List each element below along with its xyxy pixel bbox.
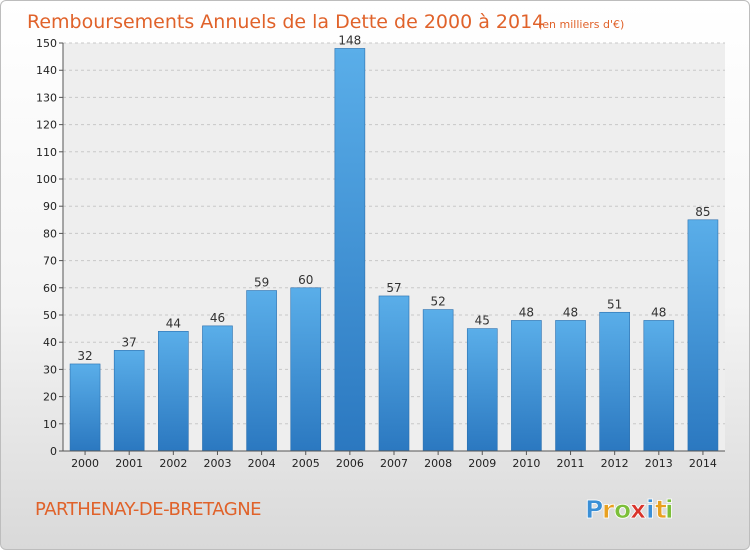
bar-2006 <box>334 48 366 452</box>
x-tick-label: 2011 <box>557 457 585 470</box>
value-label: 32 <box>77 349 92 363</box>
bar-2009 <box>466 328 498 452</box>
y-tick-label: 100 <box>36 173 57 186</box>
y-tick-label: 120 <box>36 119 57 132</box>
y-tick-label: 40 <box>43 336 57 349</box>
bar-2007 <box>378 295 410 452</box>
logo-letter: r <box>602 495 615 524</box>
bar-2005 <box>290 287 322 452</box>
y-tick-label: 30 <box>43 363 57 376</box>
value-label: 60 <box>298 273 313 287</box>
value-label: 85 <box>695 205 710 219</box>
y-tick-label: 140 <box>36 64 57 77</box>
x-tick-label: 2009 <box>468 457 496 470</box>
x-tick-label: 2007 <box>380 457 408 470</box>
proxiti-logo: Pr ox i ti <box>585 495 674 525</box>
bar-2003 <box>202 325 233 452</box>
y-tick-label: 80 <box>43 227 57 240</box>
logo-letter: t <box>655 495 667 524</box>
value-label: 51 <box>607 297 622 311</box>
logo-letter: i <box>646 495 655 524</box>
logo-letter: i <box>665 495 674 524</box>
value-label: 148 <box>338 33 361 47</box>
y-tick-label: 150 <box>36 37 57 50</box>
bars <box>69 48 719 452</box>
value-label: 57 <box>386 281 401 295</box>
value-label: 45 <box>475 314 490 328</box>
x-tick-label: 2000 <box>71 457 99 470</box>
value-label: 46 <box>210 311 225 325</box>
y-tick-label: 10 <box>43 418 57 431</box>
bar-2010 <box>511 320 542 452</box>
bar-2001 <box>113 350 145 452</box>
bar-2011 <box>555 320 586 452</box>
bar-2008 <box>422 309 454 452</box>
town-name: PARTHENAY-DE-BRETAGNE <box>35 499 261 520</box>
bar-2012 <box>599 311 630 452</box>
x-tick-label: 2005 <box>292 457 320 470</box>
value-label: 52 <box>430 295 445 309</box>
x-tick-label: 2012 <box>601 457 629 470</box>
x-tick-label: 2002 <box>159 457 187 470</box>
logo-letter: o <box>614 495 631 524</box>
value-label: 48 <box>651 305 666 319</box>
value-label: 59 <box>254 276 269 290</box>
y-tick-label: 70 <box>43 255 57 268</box>
y-tick-label: 20 <box>43 391 57 404</box>
x-tick-label: 2014 <box>689 457 717 470</box>
logo-letter: x <box>630 495 646 524</box>
value-label: 44 <box>166 316 181 330</box>
y-tick-label: 90 <box>43 200 57 213</box>
bar-2002 <box>158 331 189 452</box>
x-tick-label: 2010 <box>512 457 540 470</box>
x-tick-label: 2004 <box>248 457 276 470</box>
y-tick-label: 60 <box>43 282 57 295</box>
y-tick-label: 0 <box>50 445 57 458</box>
x-tick-label: 2006 <box>336 457 364 470</box>
value-label: 48 <box>563 305 578 319</box>
chart-title: Remboursements Annuels de la Dette de 20… <box>27 11 544 33</box>
value-label: 37 <box>122 335 137 349</box>
y-tick-label: 130 <box>36 91 57 104</box>
axes <box>59 42 725 455</box>
bar-2013 <box>643 320 675 452</box>
x-tick-label: 2001 <box>115 457 143 470</box>
bar-2014 <box>687 219 719 452</box>
x-tick-label: 2003 <box>203 457 231 470</box>
chart-subtitle: (en milliers d'€) <box>538 18 624 31</box>
bar-2000 <box>69 363 101 452</box>
bar-2004 <box>246 290 277 452</box>
y-tick-label: 110 <box>36 146 57 159</box>
y-tick-label: 50 <box>43 309 57 322</box>
logo-letter: P <box>585 495 603 524</box>
value-label: 48 <box>519 305 534 319</box>
x-tick-label: 2008 <box>424 457 452 470</box>
x-tick-label: 2013 <box>645 457 673 470</box>
labels: 0 10 20 30 40 50 60 70 80 90 100 110 120 130 140 150 32 2… <box>36 33 717 470</box>
